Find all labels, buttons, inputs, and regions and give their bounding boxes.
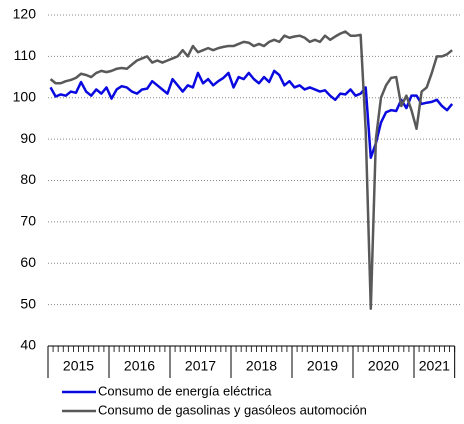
y-tick-label: 90 xyxy=(20,130,36,146)
y-tick-label: 40 xyxy=(20,337,36,353)
x-tick-label: 2021 xyxy=(419,358,450,374)
legend-label: Consumo de gasolinas y gasóleos automoci… xyxy=(98,402,367,417)
series-line xyxy=(49,69,454,159)
y-tick-label: 50 xyxy=(20,295,36,311)
x-tick-label: 2019 xyxy=(307,358,338,374)
y-tick-label: 120 xyxy=(13,6,37,22)
y-tick-label: 80 xyxy=(20,171,36,187)
x-tick-label: 2020 xyxy=(368,358,399,374)
x-tick-label: 2018 xyxy=(246,358,277,374)
x-tick-label: 2016 xyxy=(124,358,155,374)
x-tick-label: 2015 xyxy=(63,358,94,374)
y-tick-label: 100 xyxy=(13,88,37,104)
x-tick-label: 2017 xyxy=(185,358,216,374)
y-tick-label: 110 xyxy=(14,47,37,63)
series-line xyxy=(49,30,453,311)
y-tick-label: 70 xyxy=(20,213,36,229)
legend-label: Consumo de energía eléctrica xyxy=(98,383,272,398)
y-tick-label: 60 xyxy=(20,254,36,270)
